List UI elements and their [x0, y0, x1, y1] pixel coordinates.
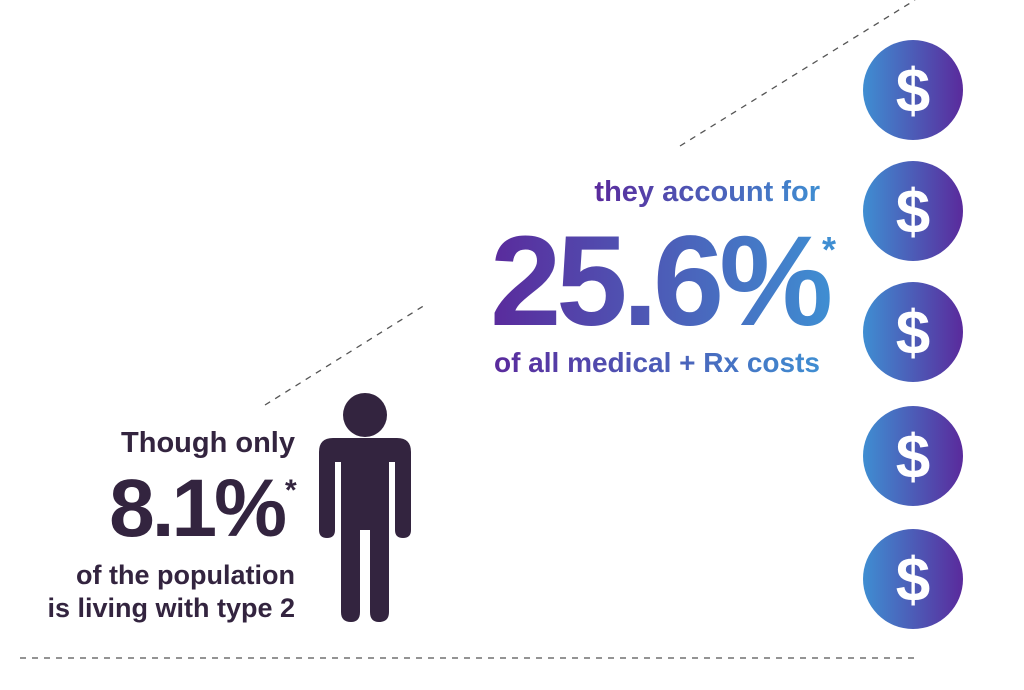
coin-stack: $ $ $ $ $ — [863, 40, 963, 629]
coin-symbol: $ — [896, 423, 930, 492]
right-outro: of all medical + Rx costs — [494, 347, 820, 378]
coin-symbol: $ — [896, 178, 930, 247]
left-intro: Though only — [121, 427, 295, 459]
coin-symbol: $ — [896, 299, 930, 368]
right-footnote: * — [822, 229, 836, 270]
left-footnote: * — [285, 474, 297, 507]
coin — [863, 161, 963, 261]
coin — [863, 40, 963, 140]
coin — [863, 282, 963, 382]
left-line: is living with type 2 — [47, 593, 295, 623]
left-line: of the population — [76, 560, 295, 590]
right-intro: they account for — [594, 176, 820, 208]
coin-symbol: $ — [896, 57, 930, 126]
left-stat: 8.1% — [109, 463, 285, 554]
right-stat: 25.6% — [490, 210, 830, 353]
person-icon — [319, 393, 411, 622]
dashed-guides — [20, 0, 916, 659]
coin — [863, 529, 963, 629]
coin-symbol: $ — [896, 546, 930, 615]
coin — [863, 406, 963, 506]
